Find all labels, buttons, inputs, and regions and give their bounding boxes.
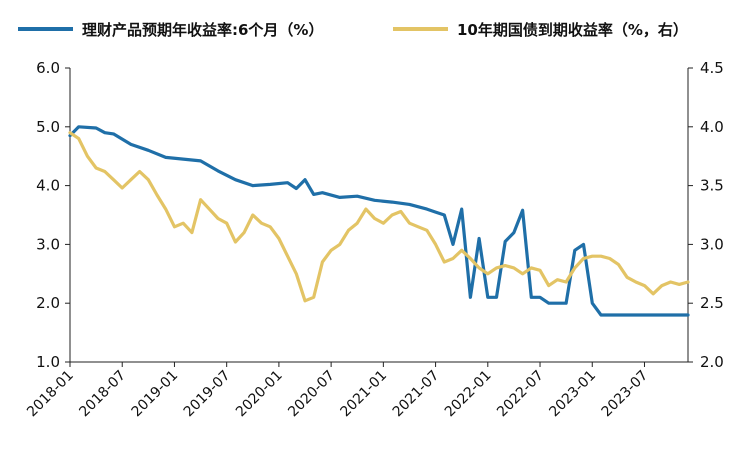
y-left-tick-label: 5.0	[36, 118, 60, 136]
y-left-tick-label: 1.0	[36, 353, 60, 371]
y-left-tick-label: 3.0	[36, 235, 60, 253]
series-layer	[68, 125, 690, 317]
x-tick-label: 2020-01	[233, 368, 286, 421]
y-left-tick-label: 6.0	[36, 59, 60, 77]
y-right-tick-label: 4.0	[700, 118, 724, 136]
y-left-tick-label: 2.0	[36, 294, 60, 312]
x-tick-label: 2022-01	[442, 368, 495, 421]
y-right-tick-label: 2.5	[700, 294, 724, 312]
x-tick-label: 2019-07	[181, 368, 234, 421]
y-right-tick-label: 3.5	[700, 177, 724, 195]
axes: 1.0 2.0 3.0 4.0 5.0 6.0 2.0 2.5 3.0 3.5 4.0 4.5 2018…	[24, 59, 724, 420]
legend-label-series-1: 理财产品预期年收益率:6个月（%）	[82, 21, 323, 39]
x-tick-label: 2018-07	[76, 368, 129, 421]
x-tick-label: 2020-07	[285, 368, 338, 421]
x-tick-label: 2021-07	[390, 368, 443, 421]
y-right-tick-label: 3.0	[700, 235, 724, 253]
x-tick-label: 2021-01	[338, 368, 391, 421]
y-right-tick-label: 2.0	[700, 353, 724, 371]
x-tick-label: 2018-01	[24, 368, 77, 421]
legend-label-series-2: 10年期国债到期收益率（%，右）	[457, 21, 688, 39]
y-right-tick-label: 4.5	[700, 59, 724, 77]
y-left-tick-label: 4.0	[36, 177, 60, 195]
legend: 理财产品预期年收益率:6个月（%） 10年期国债到期收益率（%，右）	[18, 21, 688, 39]
series-line-1	[68, 125, 690, 317]
x-tick-label: 2019-01	[129, 368, 182, 421]
x-tick-label: 2023-07	[599, 368, 652, 421]
x-tick-label: 2022-07	[494, 368, 547, 421]
x-tick-label: 2023-01	[546, 368, 599, 421]
series-line-2	[68, 131, 690, 303]
